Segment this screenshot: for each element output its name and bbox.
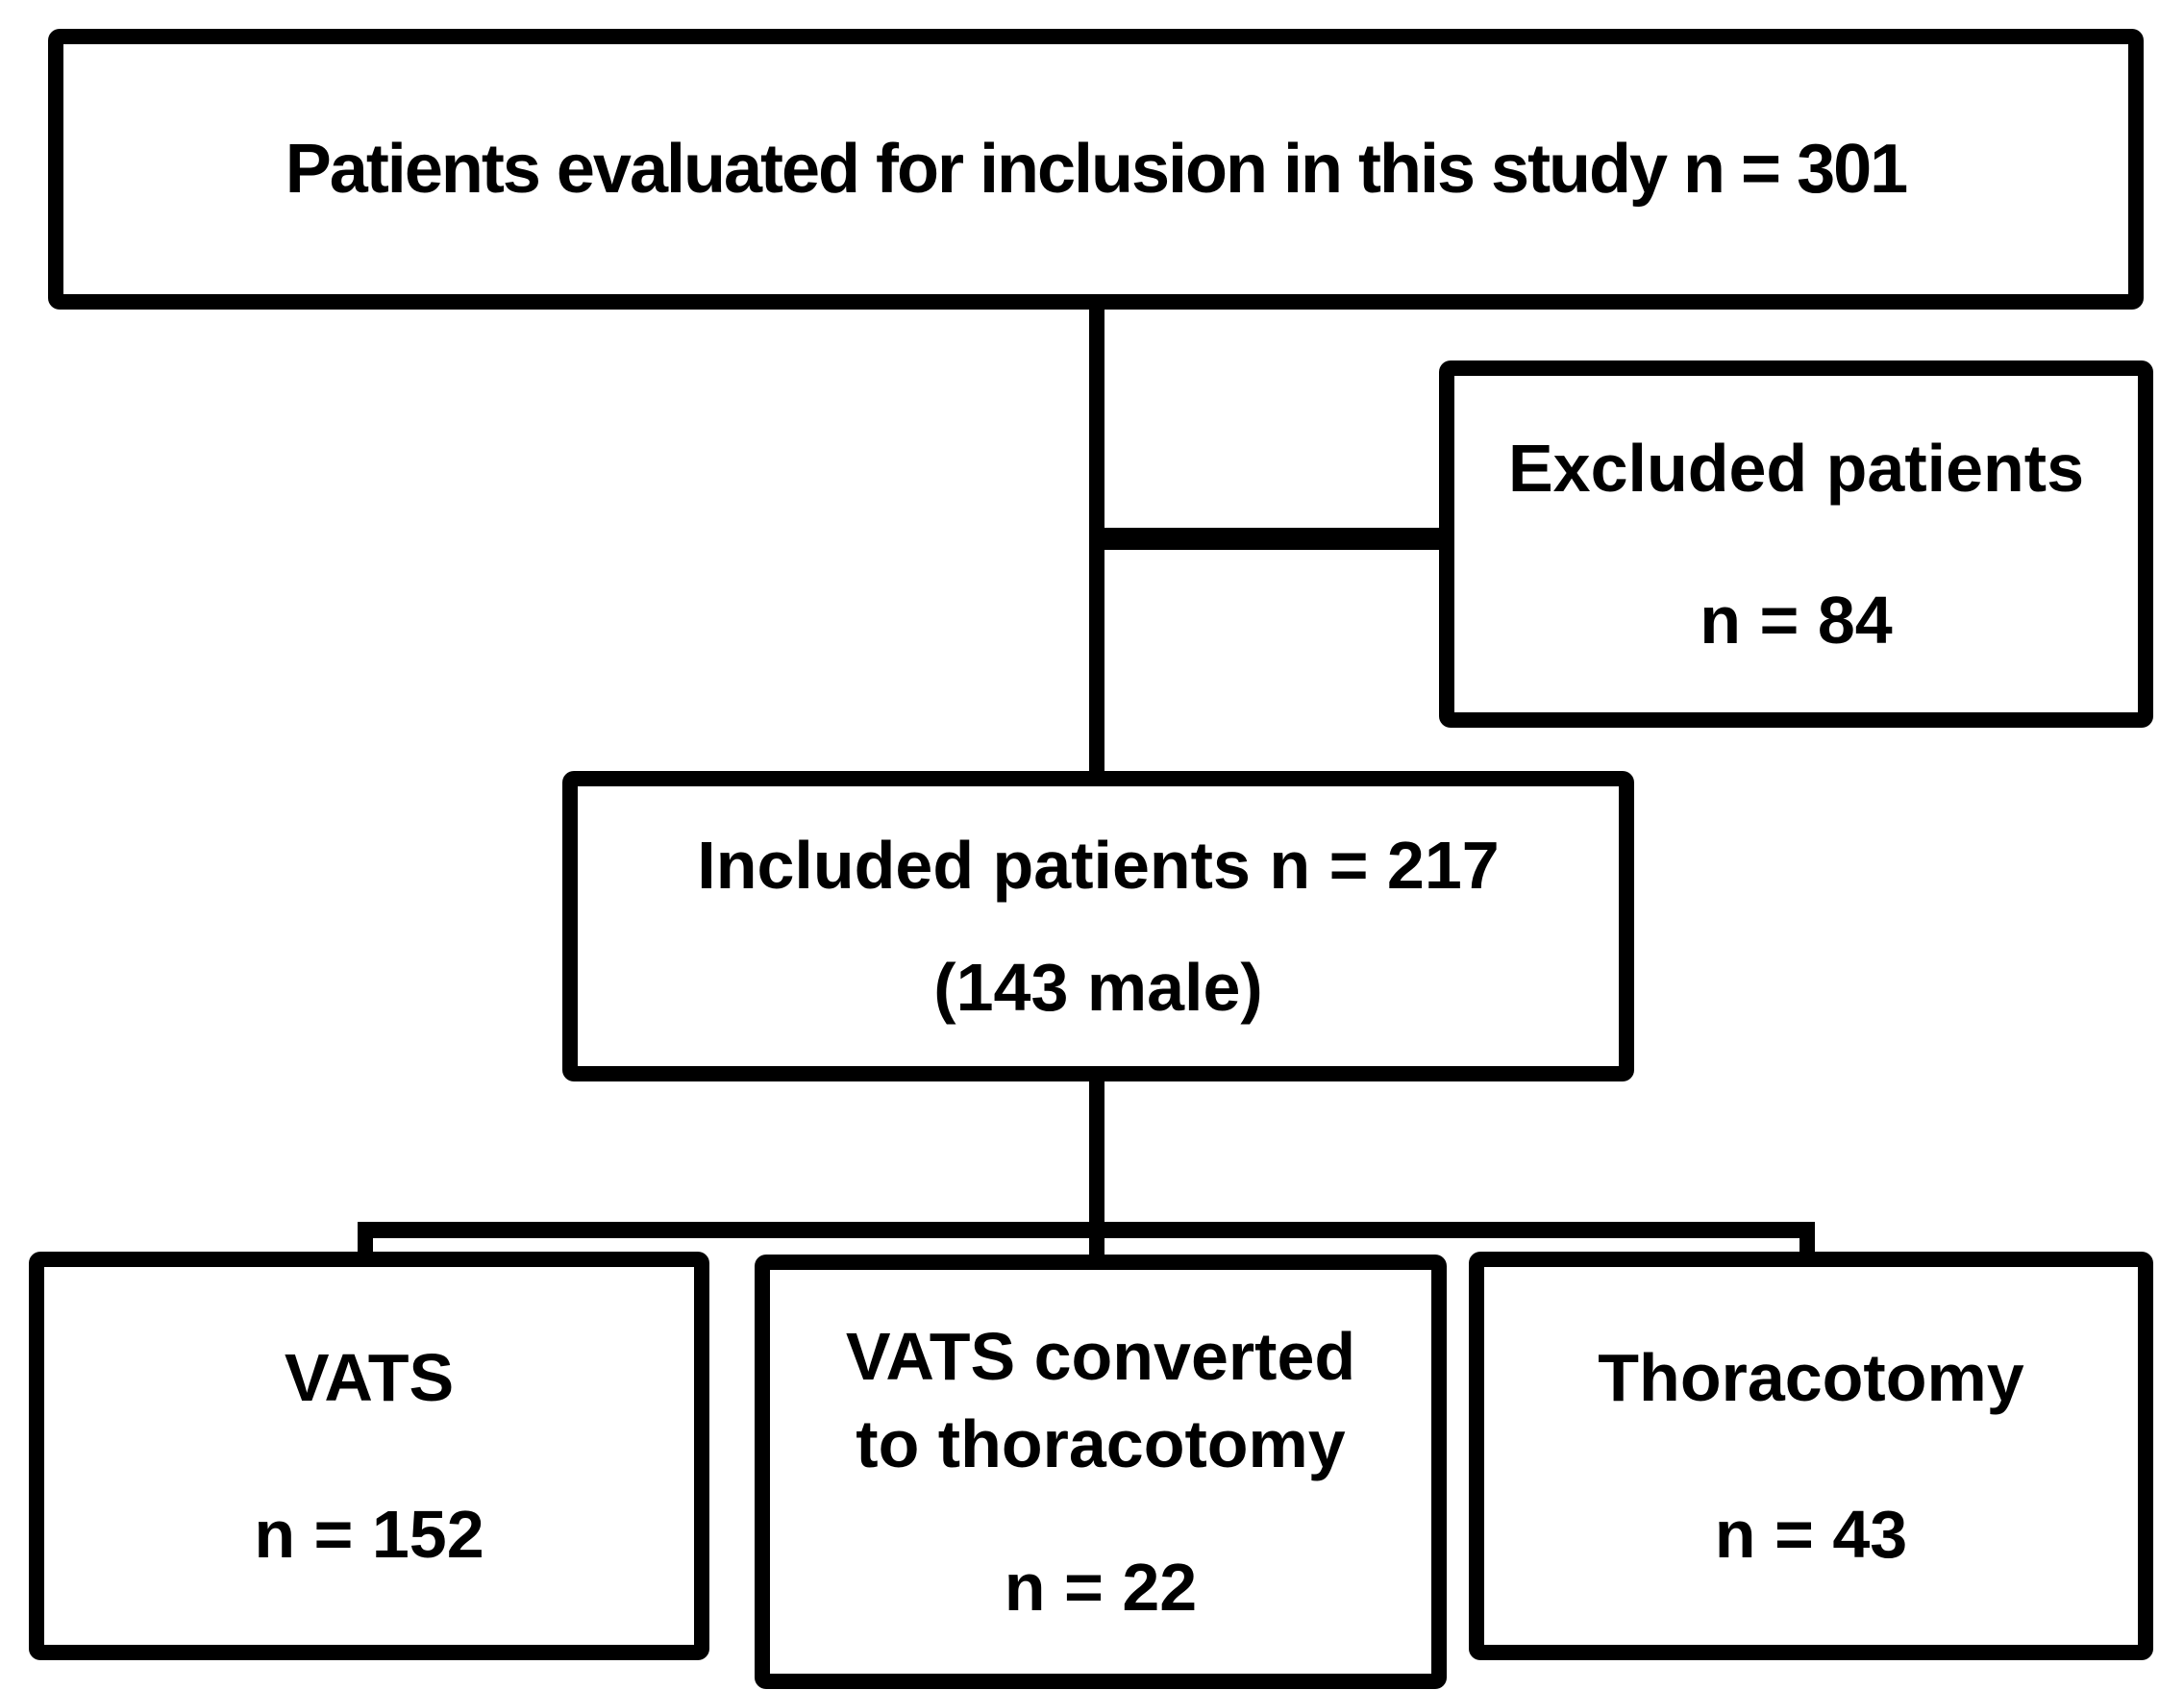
excluded-patients-box: Excluded patients n = 84 bbox=[1439, 360, 2153, 728]
connector-evaluated-to-excluded bbox=[1089, 528, 1447, 550]
excluded-patients-count: n = 84 bbox=[1700, 583, 1893, 658]
thoracotomy-count: n = 43 bbox=[1714, 1496, 1908, 1572]
connector-included-to-bar bbox=[1089, 1080, 1104, 1258]
thoracotomy-label: Thoracotomy bbox=[1598, 1340, 2024, 1416]
included-patients-male-count: (143 male) bbox=[933, 949, 1263, 1025]
vats-converted-count: n = 22 bbox=[1004, 1549, 1198, 1625]
included-patients-label: Included patients n = 217 bbox=[697, 828, 1500, 904]
vats-converted-box: VATS converted to thoracotomy n = 22 bbox=[755, 1255, 1447, 1689]
vats-converted-label-line1: VATS converted bbox=[845, 1318, 1356, 1394]
vats-converted-label-line2: to thoracotomy bbox=[856, 1405, 1346, 1481]
included-patients-box: Included patients n = 217 (143 male) bbox=[562, 771, 1634, 1081]
evaluated-patients-box: Patients evaluated for inclusion in this… bbox=[48, 29, 2144, 310]
thoracotomy-box: Thoracotomy n = 43 bbox=[1469, 1252, 2153, 1660]
vats-label: VATS bbox=[284, 1340, 455, 1416]
vats-box: VATS n = 152 bbox=[29, 1252, 709, 1660]
connector-distribution-bar bbox=[358, 1222, 1815, 1238]
vats-count: n = 152 bbox=[254, 1496, 484, 1572]
excluded-patients-label: Excluded patients bbox=[1507, 430, 2085, 506]
evaluated-patients-label: Patients evaluated for inclusion in this… bbox=[285, 130, 1908, 208]
